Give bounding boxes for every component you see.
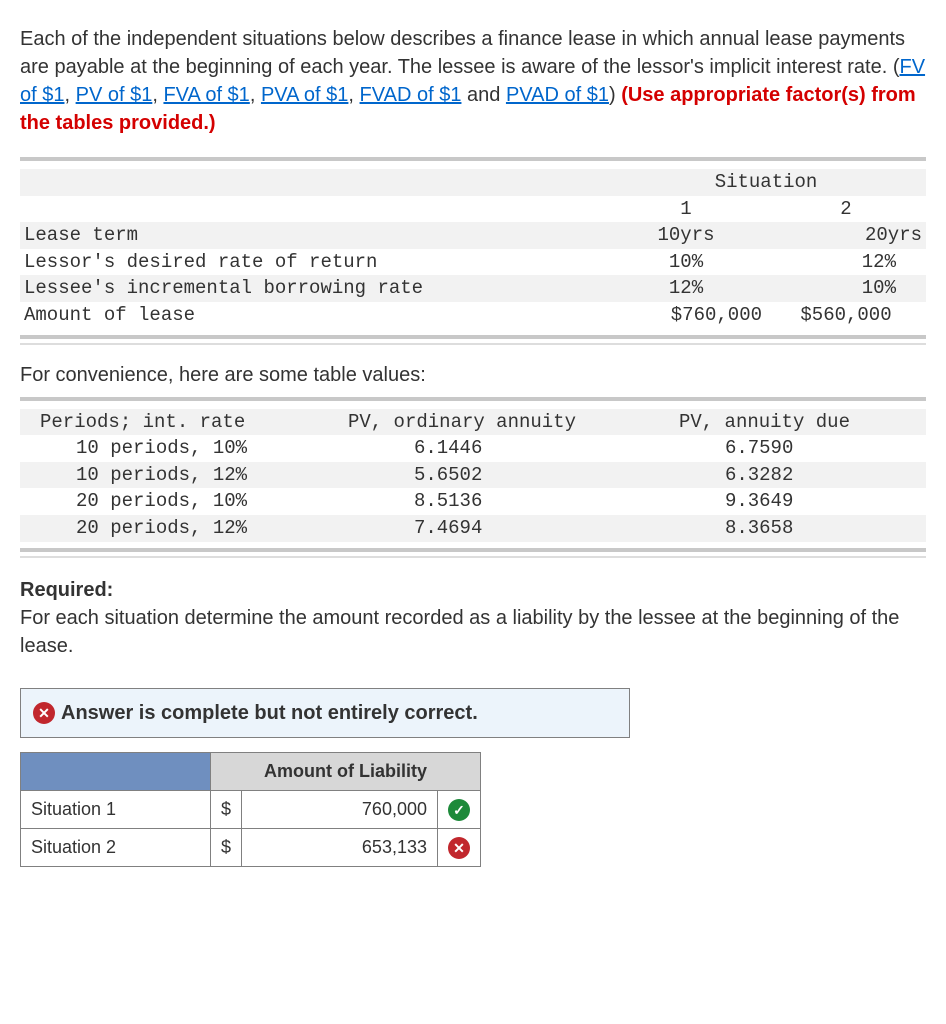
situation-data-table: Situation 1 2 Lease term 10yrs 20yrs Les…	[20, 169, 926, 329]
link-fvad-of-1[interactable]: FVAD of $1	[360, 84, 462, 106]
table-divider	[20, 335, 926, 345]
convenience-label: For convenience, here are some table val…	[20, 361, 926, 389]
table-row: Lessor's desired rate of return 10% 12%	[20, 249, 926, 276]
row-label: Situation 2	[21, 828, 211, 866]
row-label: Amount of lease	[20, 302, 606, 329]
factor-table: Periods; int. rate PV, ordinary annuity …	[20, 409, 926, 542]
row-label: Lessor's desired rate of return	[20, 249, 606, 276]
table-corner	[21, 752, 211, 790]
answer-table: Amount of Liability Situation 1 $ 760,00…	[20, 752, 481, 868]
amount-liability-header: Amount of Liability	[211, 752, 481, 790]
row-label: Lessee's incremental borrowing rate	[20, 275, 606, 302]
table-divider	[20, 157, 926, 163]
factor-header: PV, ordinary annuity	[344, 409, 675, 436]
link-pva-of-1[interactable]: PVA of $1	[261, 84, 348, 106]
table-row: 10 periods, 10% 6.1446 6.7590	[20, 435, 926, 462]
table-row: 20 periods, 10% 8.5136 9.3649	[20, 488, 926, 515]
currency-symbol: $	[211, 828, 242, 866]
x-icon: ✕	[33, 702, 55, 724]
link-pvad-of-1[interactable]: PVAD of $1	[506, 84, 609, 106]
link-fva-of-1[interactable]: FVA of $1	[163, 84, 249, 106]
table-row: 10 periods, 12% 5.6502 6.3282	[20, 462, 926, 489]
answer-status-banner: ✕ Answer is complete but not entirely co…	[20, 688, 630, 738]
table-row: Situation 1 $ 760,000 ✓	[21, 790, 481, 828]
answer-value[interactable]: 760,000	[362, 799, 427, 819]
table-row: 20 periods, 12% 7.4694 8.3658	[20, 515, 926, 542]
table-divider	[20, 548, 926, 558]
row-label: Lease term	[20, 222, 606, 249]
row-label: Situation 1	[21, 790, 211, 828]
required-text: For each situation determine the amount …	[20, 604, 926, 660]
col-2-header: 2	[766, 196, 926, 223]
table-row: Lease term 10yrs 20yrs	[20, 222, 926, 249]
table-row: Lessee's incremental borrowing rate 12% …	[20, 275, 926, 302]
currency-symbol: $	[211, 790, 242, 828]
table-divider	[20, 397, 926, 403]
answer-value[interactable]: 653,133	[362, 837, 427, 857]
intro-text: Each of the independent situations below…	[20, 28, 905, 78]
link-pv-of-1[interactable]: PV of $1	[76, 84, 153, 106]
check-icon: ✓	[448, 799, 470, 821]
x-icon: ✕	[448, 837, 470, 859]
table-row: Situation 2 $ 653,133 ✕	[21, 828, 481, 866]
factor-header: PV, annuity due	[675, 409, 926, 436]
situation-header: Situation	[606, 169, 926, 196]
factor-header: Periods; int. rate	[20, 409, 344, 436]
col-1-header: 1	[606, 196, 766, 223]
problem-intro: Each of the independent situations below…	[20, 25, 926, 137]
table-row: Amount of lease $760,000 $560,000	[20, 302, 926, 329]
banner-text: Answer is complete but not entirely corr…	[61, 699, 478, 727]
required-heading: Required:	[20, 576, 926, 604]
